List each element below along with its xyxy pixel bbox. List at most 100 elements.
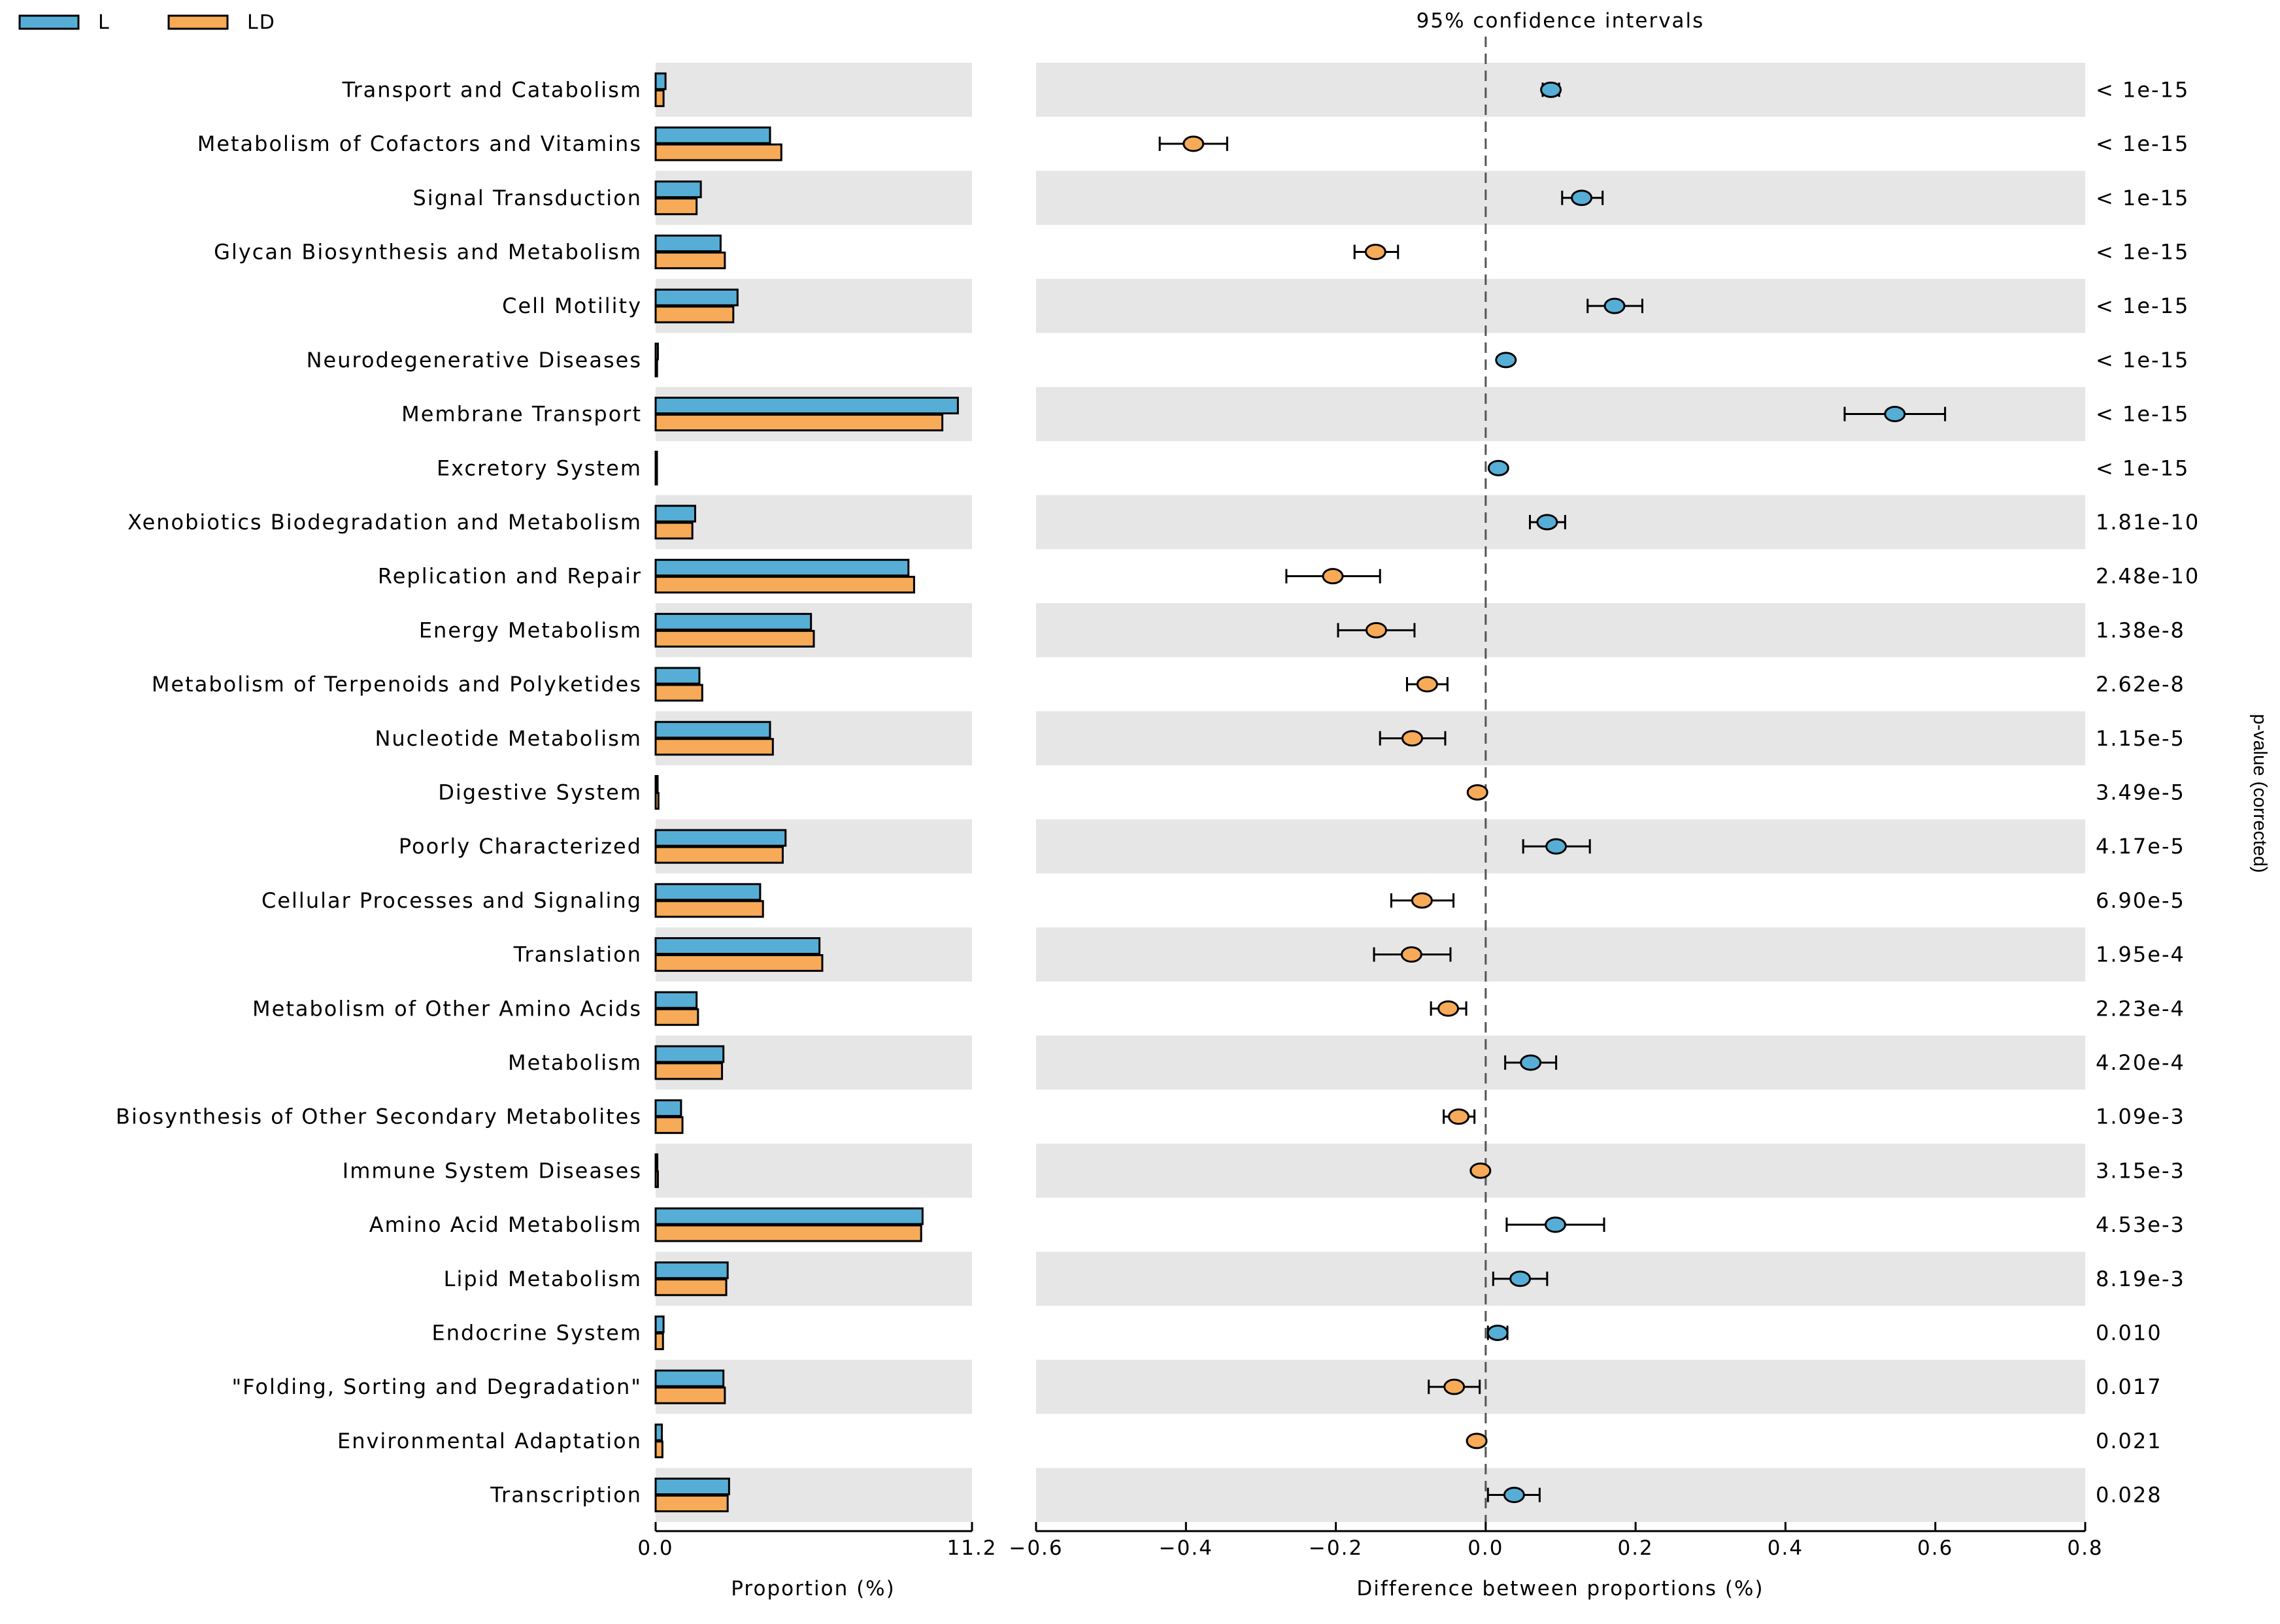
p-value-label: 1.95e-4 — [2096, 942, 2185, 967]
ci-point — [1443, 1378, 1466, 1395]
bar-LD — [654, 467, 658, 486]
ci-axis-title: Difference between proportions (%) — [1356, 1577, 1764, 1600]
category-label: Environmental Adaptation — [337, 1429, 642, 1453]
bar-panel — [654, 72, 959, 1513]
bar-LD — [654, 1062, 724, 1080]
category-label: Metabolism — [508, 1050, 642, 1075]
ci-tick-label: 0.0 — [1467, 1536, 1503, 1560]
bar-L — [654, 450, 658, 469]
ci-point — [1520, 1054, 1542, 1071]
bar-LD — [654, 1440, 663, 1459]
bar-LD — [654, 197, 698, 216]
ci-title: 95% confidence intervals — [1417, 9, 1705, 33]
bar-LD — [654, 251, 726, 269]
ci-point — [1540, 81, 1562, 98]
row-shade-ci — [1036, 1251, 2085, 1306]
ci-point — [1545, 838, 1568, 855]
row-shade-ci — [1036, 1035, 2085, 1090]
bar-L — [654, 667, 701, 685]
bar-L — [654, 1369, 725, 1387]
bar-LD — [654, 1332, 664, 1350]
legend-label-L: L — [98, 11, 110, 34]
p-value-label: 1.81e-10 — [2096, 510, 2200, 535]
ci-point — [1448, 1108, 1470, 1125]
bar-LD — [654, 1278, 728, 1297]
bar-L — [654, 342, 659, 361]
row-shading — [656, 63, 2085, 1522]
category-label: Cellular Processes and Signaling — [261, 888, 642, 913]
ci-x-axis: −0.6 −0.4 −0.2 0.0 0.2 0.4 0.6 0.8 — [1009, 1521, 2102, 1560]
bar-L — [654, 721, 771, 739]
ci-point — [1466, 784, 1488, 801]
pvalue-side-title: p-value (corrected) — [2249, 714, 2270, 872]
row-shade-ci — [1036, 927, 2085, 982]
bar-L — [654, 126, 771, 144]
bar-LD — [654, 791, 660, 810]
ci-point — [1486, 1324, 1509, 1341]
ci-point — [1416, 676, 1438, 693]
category-label: Biosynthesis of Other Secondary Metaboli… — [116, 1104, 642, 1129]
ci-point — [1411, 892, 1433, 909]
ci-point — [1487, 459, 1509, 476]
bar-L — [654, 612, 813, 631]
category-label: Lipid Metabolism — [444, 1267, 642, 1291]
ci-point — [1322, 568, 1344, 585]
ci-point — [1400, 946, 1422, 963]
category-label: Cell Motility — [502, 293, 642, 318]
bar-L — [654, 991, 698, 1009]
bar-tick-label: 11.2 — [947, 1536, 997, 1560]
bar-L — [654, 1045, 725, 1063]
bar-L — [654, 1315, 665, 1333]
ci-point — [1571, 190, 1593, 207]
row-shade-ci — [1036, 1359, 2085, 1414]
p-value-label: < 1e-15 — [2096, 348, 2189, 373]
ci-tick-label: −0.4 — [1159, 1536, 1213, 1560]
category-label: Translation — [513, 942, 642, 967]
p-value-label: 0.017 — [2096, 1374, 2162, 1399]
row-shade-ci — [1036, 171, 2085, 225]
ci-panel — [1158, 37, 1947, 1531]
row-shade-bar — [656, 171, 972, 225]
p-value-label: 6.90e-5 — [2096, 888, 2185, 913]
ci-point — [1365, 621, 1387, 638]
category-label: "Folding, Sorting and Degradation" — [231, 1374, 642, 1399]
category-label: Digestive System — [438, 780, 642, 804]
category-label: Signal Transduction — [412, 186, 642, 210]
bar-LD — [654, 576, 915, 594]
bar-LD — [654, 522, 694, 540]
category-label: Nucleotide Metabolism — [375, 726, 642, 751]
ci-point — [1495, 352, 1517, 369]
row-shade-ci — [1036, 1144, 2085, 1198]
ci-tick-label: 0.2 — [1617, 1536, 1653, 1560]
bar-LD — [654, 629, 815, 648]
category-label: Transcription — [490, 1483, 642, 1508]
ci-point — [1503, 1487, 1525, 1504]
ci-point — [1536, 514, 1558, 531]
p-value-labels: < 1e-15 < 1e-15 < 1e-15 < 1e-15 < 1e-15 < 1e-… — [2096, 77, 2200, 1508]
legend: L LD — [18, 11, 275, 34]
bar-LD — [654, 1495, 729, 1513]
bar-LD — [654, 305, 735, 323]
legend-swatch-L — [18, 14, 80, 30]
p-value-label: < 1e-15 — [2096, 186, 2189, 210]
ci-tick-label: 0.4 — [1768, 1536, 1803, 1560]
p-value-label: 0.028 — [2096, 1483, 2162, 1508]
bar-LD — [654, 1224, 922, 1242]
category-label: Glycan Biosynthesis and Metabolism — [214, 239, 642, 264]
p-value-label: 2.23e-4 — [2096, 996, 2185, 1021]
bar-L — [654, 774, 659, 793]
row-shade-ci — [1036, 711, 2085, 766]
bar-x-axis: 0.0 11.2 — [637, 1521, 997, 1560]
p-value-label: 0.010 — [2096, 1320, 2162, 1345]
ci-point — [1364, 243, 1386, 260]
bar-L — [654, 1153, 659, 1171]
row-shade-bar — [656, 495, 972, 550]
p-value-label: < 1e-15 — [2096, 402, 2189, 427]
p-value-label: < 1e-15 — [2096, 293, 2189, 318]
bar-L — [654, 397, 959, 415]
category-label: Metabolism of Other Amino Acids — [252, 996, 642, 1021]
bar-LD — [654, 1008, 699, 1026]
bar-LD — [654, 359, 658, 378]
p-value-label: 4.53e-3 — [2096, 1212, 2185, 1237]
